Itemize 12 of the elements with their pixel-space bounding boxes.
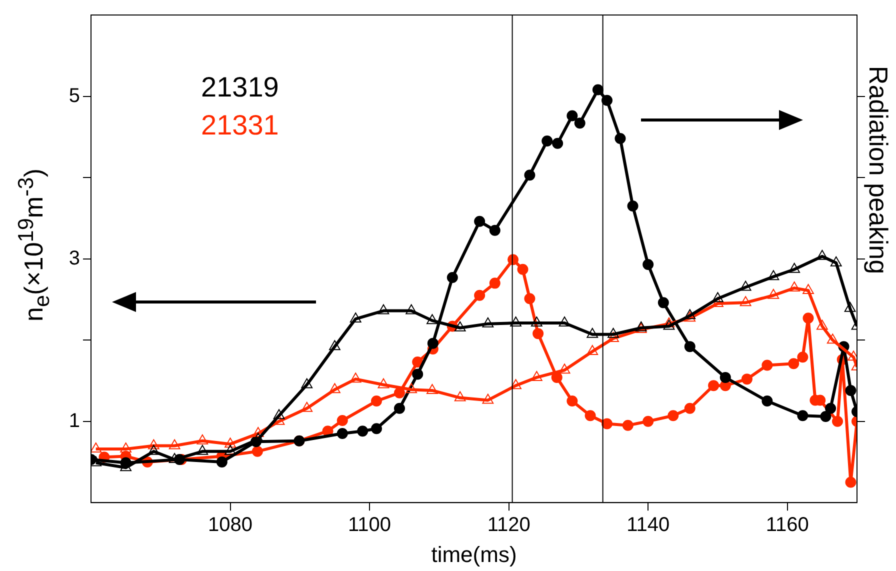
x-tick-label: 1140 bbox=[626, 514, 670, 536]
x-tick-label: 1120 bbox=[487, 514, 530, 536]
x-tick-label: 1160 bbox=[766, 514, 809, 536]
x-tick-label: 1080 bbox=[208, 514, 253, 536]
text: 21319 bbox=[201, 72, 279, 103]
y-tick-label: 3 bbox=[68, 247, 80, 270]
y2-axis-title: Radiation peaking bbox=[862, 66, 894, 274]
x-tick-label: 1100 bbox=[348, 514, 392, 536]
y-tick-label: 1 bbox=[68, 410, 80, 432]
text: 21331 bbox=[201, 110, 279, 141]
y-tick-label: 5 bbox=[68, 84, 80, 107]
x-axis-title: time(ms) bbox=[431, 542, 517, 567]
